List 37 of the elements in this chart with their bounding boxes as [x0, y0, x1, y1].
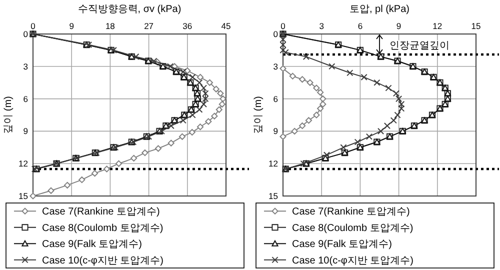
- y-tick-label: 6: [23, 94, 28, 104]
- x-tick-label: 6: [358, 21, 363, 31]
- ref-line-label: 인장균열깊이: [390, 40, 450, 52]
- y-axis-title: 깊이 (m): [3, 96, 14, 134]
- x-tick-label: 45: [221, 21, 231, 31]
- x-tick-label: 12: [432, 21, 442, 31]
- x-tick-label: 36: [182, 21, 192, 31]
- x-tick-label: 3: [319, 21, 324, 31]
- y-tick-label: 15: [268, 191, 278, 201]
- x-tick-label: 0: [280, 21, 286, 31]
- y-tick-label: 15: [18, 191, 28, 201]
- x-tick-label: 9: [396, 21, 402, 31]
- x-tick-label: 0: [30, 21, 36, 31]
- y-tick-label: 0: [23, 29, 28, 39]
- y-tick-label: 12: [18, 158, 28, 169]
- x-tick-label: 15: [471, 21, 481, 31]
- legend-label: Case 7(Rankine 토압계수): [292, 206, 410, 218]
- x-tick-label: 18: [105, 21, 116, 31]
- x-tick-label: 9: [69, 21, 74, 31]
- x-tick-label: 27: [144, 21, 154, 31]
- y-axis-title: 깊이 (m): [253, 96, 264, 134]
- legend-label: Case 8(Coulomb 토압계수): [42, 222, 164, 234]
- legend-label: Case 8(Coulomb 토압계수): [292, 222, 414, 234]
- legend-label: Case 10(c-φ지반 토압계수): [292, 255, 414, 266]
- y-tick-label: 9: [23, 126, 28, 136]
- legend-label: Case 9(Falk 토압계수): [42, 239, 142, 250]
- y-tick-label: 9: [273, 126, 278, 136]
- y-tick-label: 0: [273, 29, 278, 39]
- y-tick-label: 3: [273, 61, 278, 72]
- legend-label: Case 9(Falk 토압계수): [292, 239, 392, 250]
- y-tick-label: 3: [23, 61, 28, 72]
- x-axis-title: 수직방향응력, σv (kPa): [78, 4, 182, 15]
- x-axis-title: 토압, pl (kPa): [349, 4, 410, 15]
- y-tick-label: 12: [268, 158, 278, 169]
- y-tick-label: 6: [273, 94, 278, 104]
- legend-label: Case 10(c-φ지반 토압계수): [42, 255, 164, 266]
- legend-label: Case 7(Rankine 토압계수): [42, 206, 160, 218]
